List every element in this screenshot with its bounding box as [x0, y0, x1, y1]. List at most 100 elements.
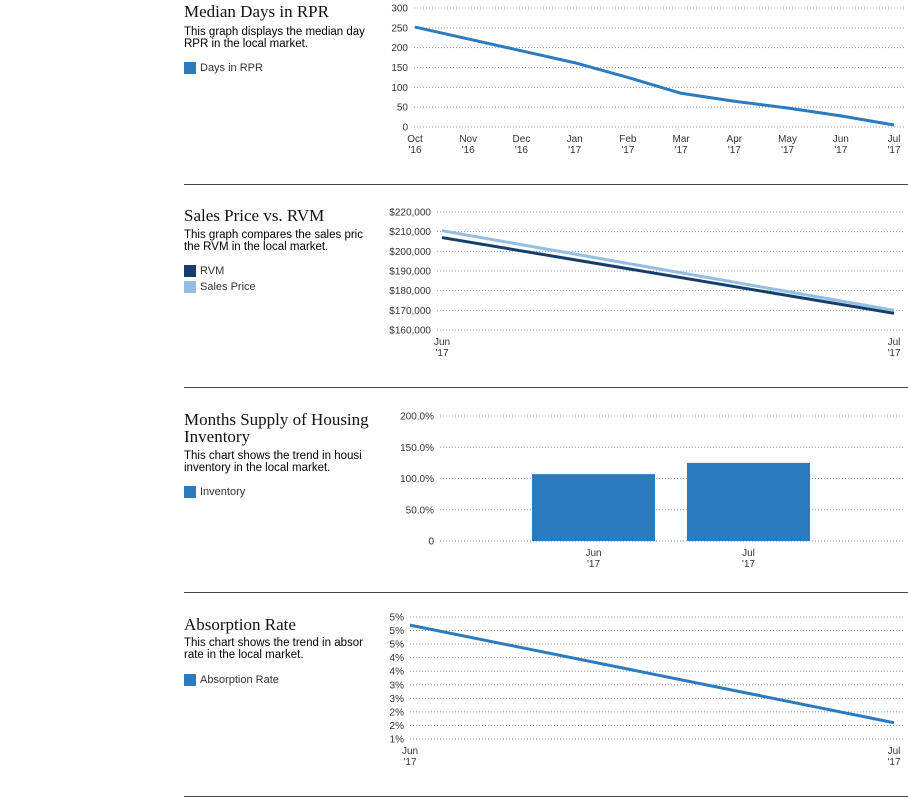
- y-tick-label: 200: [391, 43, 408, 54]
- y-tick-label: 150.0%: [400, 443, 434, 454]
- section-divider: [184, 387, 908, 388]
- y-tick-label: 0: [428, 537, 434, 548]
- description-line: RPR in the local market.: [184, 38, 308, 50]
- x-tick-label: '17: [403, 757, 416, 768]
- legend-item: RVM: [184, 263, 256, 279]
- legend-label: Absorption Rate: [200, 674, 279, 686]
- y-tick-label: 5%: [390, 626, 405, 637]
- chart-legend: Inventory: [184, 484, 245, 500]
- y-tick-label: 3%: [390, 680, 405, 691]
- x-tick-label: Oct: [407, 134, 423, 145]
- legend-item: Inventory: [184, 484, 245, 500]
- x-tick-label: Jun: [585, 548, 601, 559]
- x-tick-label: Jul: [888, 746, 901, 757]
- x-tick-label: '17: [621, 145, 634, 156]
- description-line: This chart shows the trend in absor: [184, 637, 363, 649]
- x-tick-label: '16: [515, 145, 528, 156]
- x-tick-label: '16: [462, 145, 475, 156]
- chart-section-median-days: Median Days in RPR This graph displays t…: [0, 0, 908, 185]
- x-tick-label: Jun: [402, 746, 418, 757]
- y-tick-label: $190,000: [389, 267, 431, 278]
- section-divider: [184, 184, 908, 185]
- legend-swatch: [184, 265, 196, 277]
- legend-label: Days in RPR: [200, 62, 263, 74]
- x-tick-label: '16: [408, 145, 421, 156]
- chart-section-inventory: Months Supply of Housing Inventory This …: [184, 410, 908, 593]
- y-tick-label: 150: [391, 63, 408, 74]
- x-tick-label: Apr: [727, 134, 743, 145]
- legend-label: Inventory: [200, 486, 246, 498]
- chart-description: This chart shows the trend in housi inve…: [184, 450, 384, 474]
- y-tick-label: 4%: [390, 653, 405, 664]
- x-tick-label: Nov: [459, 134, 477, 145]
- description-line: This graph displays the median day: [184, 26, 365, 38]
- description-line: This chart shows the trend in housi: [184, 450, 362, 462]
- chart-legend: Days in RPR: [184, 60, 263, 76]
- y-tick-label: 200.0%: [400, 412, 434, 423]
- legend-swatch: [184, 62, 196, 74]
- x-tick-label: '17: [728, 145, 741, 156]
- x-tick-label: Jul: [742, 548, 755, 559]
- sales-price-chart: $160,000 $170,000 $180,000 $190,000 $200,000…: [389, 208, 904, 359]
- y-tick-label: 1%: [390, 735, 405, 746]
- legend-swatch: [184, 281, 196, 293]
- section-divider: [184, 796, 908, 797]
- x-tick-label: '17: [742, 559, 755, 570]
- x-tick-label: Jan: [567, 134, 583, 145]
- y-tick-label: 2%: [390, 721, 405, 732]
- x-tick-label: Jul: [888, 337, 901, 348]
- y-tick-label: 4%: [390, 667, 405, 678]
- bar: [687, 462, 810, 541]
- y-tick-label: 250: [391, 23, 408, 34]
- y-tick-label: 100: [391, 83, 408, 94]
- chart-title: Months Supply of Housing Inventory: [184, 410, 369, 446]
- legend-swatch: [184, 674, 196, 686]
- legend-item: Days in RPR: [184, 60, 263, 76]
- series-line: [441, 229, 895, 312]
- legend-label: RVM: [200, 265, 225, 277]
- x-tick-label: '17: [887, 145, 900, 156]
- description-line: This graph compares the sales pric: [184, 229, 363, 241]
- chart-legend: Absorption Rate: [184, 672, 279, 688]
- legend-item: Sales Price: [184, 279, 256, 295]
- chart-description: This chart shows the trend in absor rate…: [184, 637, 384, 661]
- y-tick-label: 300: [391, 4, 408, 15]
- x-tick-label: Feb: [619, 134, 637, 145]
- chart-title: Sales Price vs. RVM: [184, 206, 325, 225]
- y-tick-label: 3%: [390, 694, 405, 705]
- y-tick-label: $210,000: [389, 227, 431, 238]
- x-tick-label: '17: [834, 145, 847, 156]
- x-tick-label: Jun: [833, 134, 849, 145]
- x-tick-label: May: [778, 134, 797, 145]
- x-tick-label: '17: [587, 559, 600, 570]
- y-tick-label: $160,000: [389, 326, 431, 337]
- x-tick-label: '17: [887, 348, 900, 359]
- legend-item: Absorption Rate: [184, 672, 279, 688]
- x-tick-label: Jul: [888, 134, 901, 145]
- x-tick-label: '17: [568, 145, 581, 156]
- description-line: the RVM in the local market.: [184, 241, 329, 253]
- legend-label: Sales Price: [200, 281, 256, 293]
- chart-description: This graph compares the sales pric the R…: [184, 229, 384, 253]
- description-line: inventory in the local market.: [184, 462, 331, 474]
- chart-title: Median Days in RPR: [184, 2, 329, 21]
- y-tick-label: 50: [397, 103, 409, 114]
- y-tick-label: $200,000: [389, 247, 431, 258]
- chart-description: This graph displays the median day RPR i…: [184, 26, 384, 50]
- series-line: [441, 236, 895, 315]
- median-days-chart: 050100150200250300Oct'16Nov'16Dec'16Jan'…: [391, 4, 904, 156]
- y-tick-label: 100.0%: [400, 474, 434, 485]
- x-tick-label: '17: [781, 145, 794, 156]
- x-tick-label: '17: [435, 348, 448, 359]
- bar: [532, 474, 655, 541]
- chart-title: Absorption Rate: [184, 615, 296, 634]
- y-tick-label: $180,000: [389, 286, 431, 297]
- y-tick-label: 50.0%: [406, 505, 434, 516]
- y-tick-label: $170,000: [389, 306, 431, 317]
- x-tick-label: Mar: [672, 134, 690, 145]
- section-divider: [184, 592, 908, 593]
- chart-legend: RVM Sales Price: [184, 263, 256, 295]
